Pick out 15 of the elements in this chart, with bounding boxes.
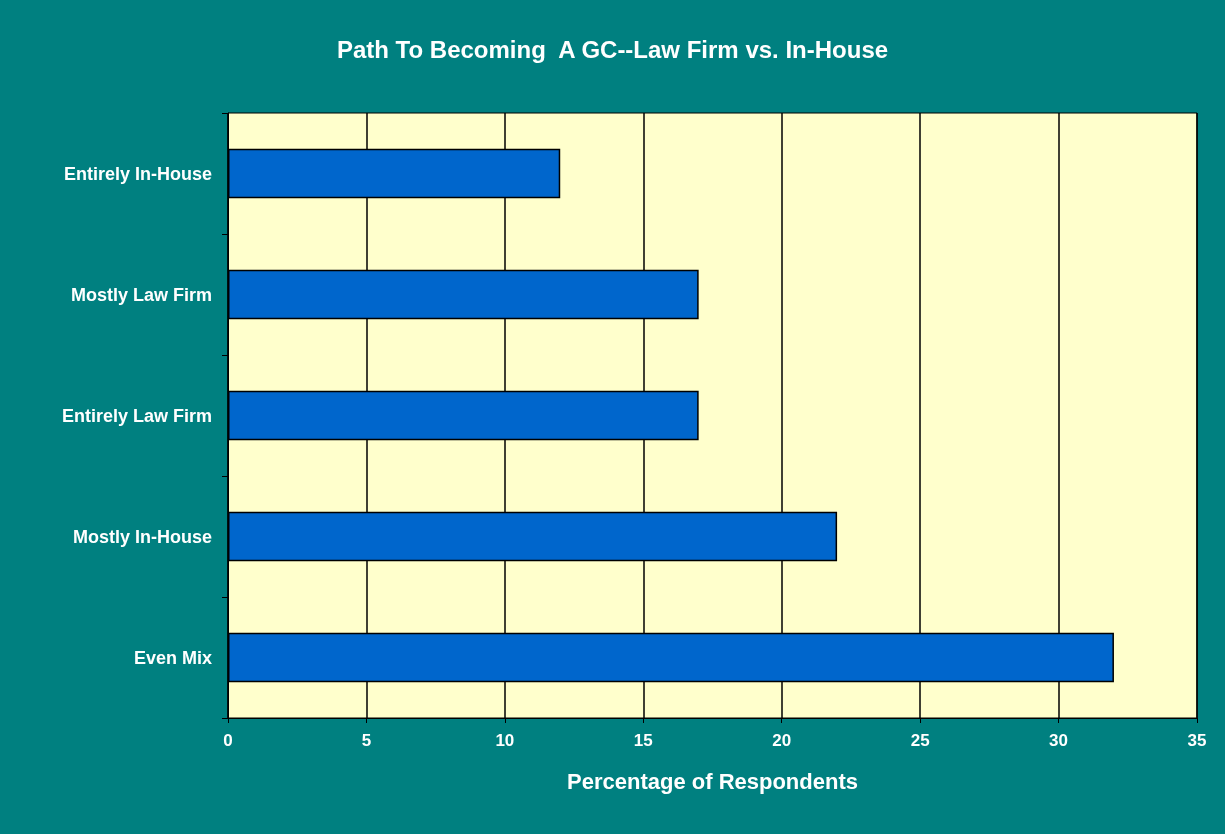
x-tick-label: 15 [633, 731, 653, 750]
x-axis-title: Percentage of Respondents [567, 768, 858, 794]
x-tick-label: 10 [495, 731, 515, 750]
x-tick-label: 0 [223, 731, 233, 750]
x-tick-label: 35 [1187, 731, 1207, 750]
y-tick-label: Entirely Law Firm [61, 405, 212, 426]
chart-title: Path To Becoming A GC--Law Firm vs. In-House [336, 35, 889, 63]
x-tick-label: 30 [1049, 731, 1069, 750]
y-tick-label: Even Mix [133, 647, 212, 668]
x-tick-label: 5 [361, 731, 372, 750]
y-tick-label: Entirely In-House [63, 163, 212, 184]
y-tick-label: Mostly Law Firm [70, 284, 212, 305]
x-tick-label: 20 [772, 731, 792, 750]
x-tick-label: 25 [910, 731, 930, 750]
y-tick-label: Mostly In-House [72, 526, 212, 547]
